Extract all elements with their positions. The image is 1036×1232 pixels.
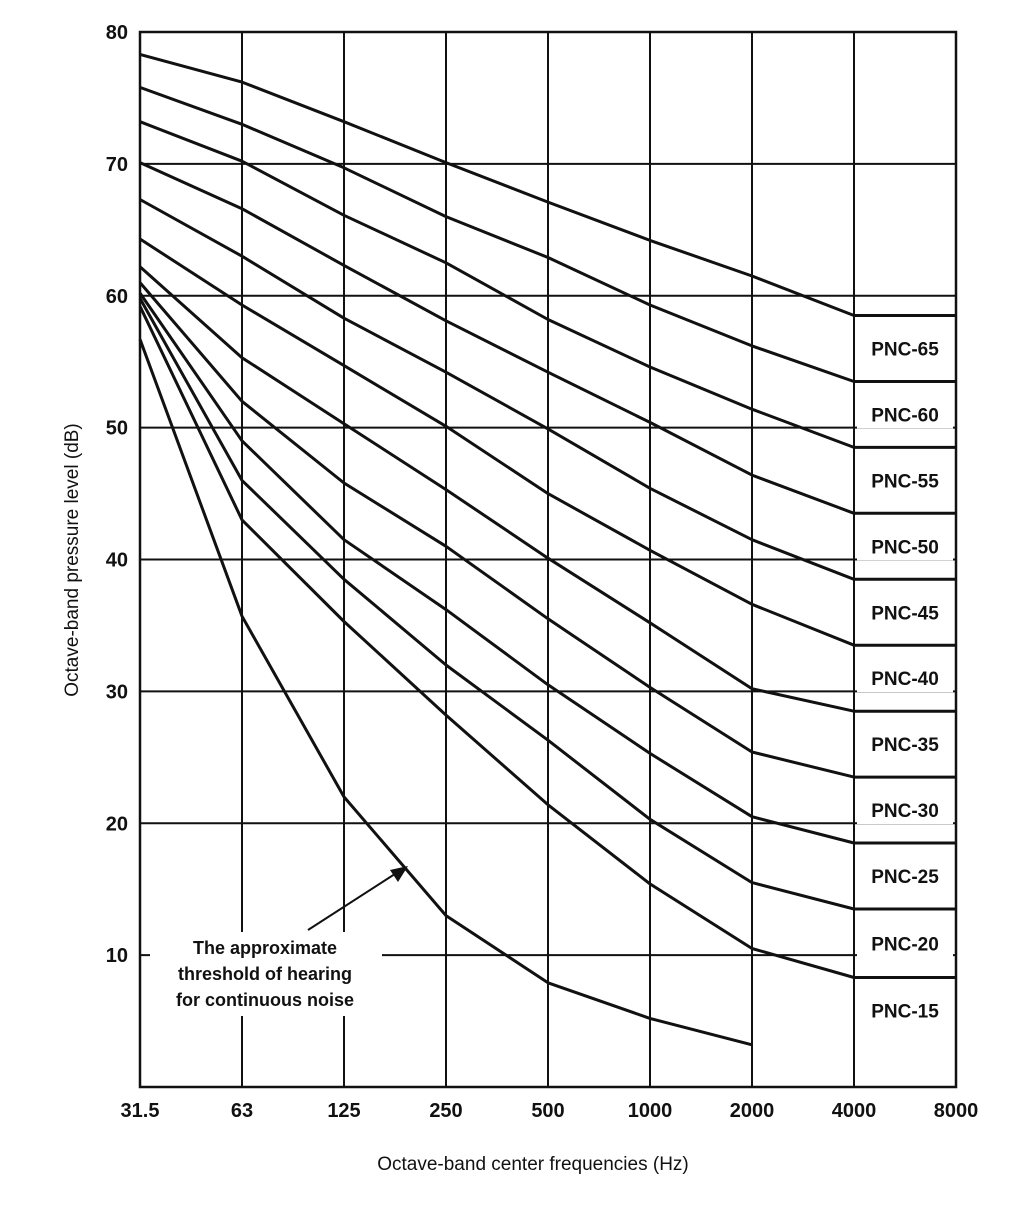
x-tick-label: 63 <box>231 1100 253 1122</box>
curve-label-background <box>857 334 953 363</box>
curve-label: PNC-55 <box>871 471 939 492</box>
curve-labels: PNC-65 PNC-60 PNC-55 PNC-50 PNC-45 PNC-40 PNC-… <box>857 334 953 1025</box>
threshold-annotation: The approximate threshold of hearing for… <box>176 866 408 1010</box>
curve-label: PNC-15 <box>871 1002 939 1023</box>
annotation-background <box>150 932 382 1016</box>
y-axis-title: Octave-band pressure level (dB) <box>62 423 83 697</box>
annotation-line-2: threshold of hearing <box>178 964 352 984</box>
curve-label: PNC-30 <box>871 801 939 822</box>
y-tick-label: 30 <box>106 681 128 703</box>
y-tick-label: 20 <box>106 813 128 835</box>
curve-label-background <box>857 532 953 561</box>
annotation-arrow <box>307 871 399 931</box>
x-tick-label: 1000 <box>628 1100 673 1122</box>
curve-label-background <box>857 400 953 429</box>
y-tick-label: 40 <box>106 550 128 572</box>
x-tick-label: 125 <box>327 1100 360 1122</box>
pnc-curve <box>139 198 956 581</box>
x-tick-label: 8000 <box>934 1100 979 1122</box>
curves <box>138 52 956 1047</box>
curve-label: PNC-20 <box>871 934 939 955</box>
curve-label-background <box>857 466 953 495</box>
pnc-curve <box>139 265 956 713</box>
curve-label: PNC-65 <box>871 340 939 361</box>
curve-label: PNC-60 <box>871 405 939 426</box>
pnc-curve <box>139 120 956 449</box>
annotation-line-1: The approximate <box>193 938 337 958</box>
pnc-curve <box>138 305 956 979</box>
curve-label-background <box>857 996 953 1025</box>
curve-label: PNC-45 <box>871 603 939 624</box>
curve-label-background <box>857 730 953 759</box>
pnc-curve <box>138 292 956 845</box>
y-tick-label: 70 <box>106 154 128 176</box>
axes: 31.5 63 125 250 500 1000 2000 4000 8000 10 20 30 40 5… <box>106 22 979 1122</box>
curve-label-background <box>857 862 953 890</box>
plot-frame <box>138 30 958 1089</box>
x-axis-title: Octave-band center frequencies (Hz) <box>377 1154 689 1175</box>
curve-label-background <box>857 796 953 825</box>
annotation-line-3: for continuous noise <box>176 990 354 1010</box>
x-tick-label: 250 <box>429 1100 462 1122</box>
x-tick-label: 31.5 <box>121 1100 160 1122</box>
curve-label-background <box>857 664 953 693</box>
x-tick-label: 2000 <box>730 1100 775 1122</box>
annotation-arrowhead <box>390 866 408 882</box>
curve-label: PNC-25 <box>871 867 939 888</box>
threshold-of-hearing-curve <box>138 338 753 1047</box>
pnc-curve <box>138 297 956 911</box>
pnc-curve <box>139 52 956 317</box>
pnc-curve <box>139 85 956 383</box>
curve-label: PNC-35 <box>871 735 939 756</box>
curve-label: PNC-50 <box>871 537 939 558</box>
y-tick-label: 10 <box>106 945 128 967</box>
pnc-curve <box>138 281 956 779</box>
curve-label: PNC-40 <box>871 669 939 690</box>
y-tick-label: 60 <box>106 286 128 308</box>
curve-label-background <box>857 929 953 958</box>
x-tick-label: 500 <box>531 1100 564 1122</box>
x-tick-label: 4000 <box>832 1100 877 1122</box>
curve-label-background <box>857 598 953 627</box>
pnc-curve <box>139 237 956 647</box>
y-tick-label: 80 <box>106 22 128 44</box>
pnc-curve <box>139 161 956 515</box>
y-tick-label: 50 <box>106 418 128 440</box>
